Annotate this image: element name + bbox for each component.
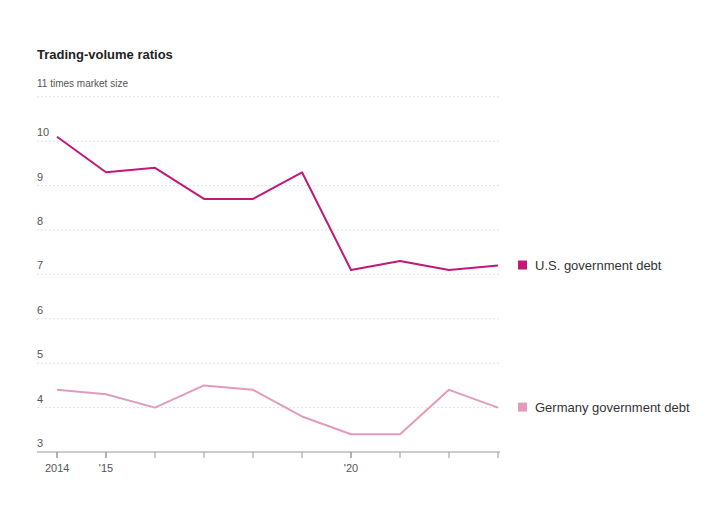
y-tick-label: 8 [37,215,43,227]
x-tick [498,452,499,458]
series-line [57,137,498,270]
y-tick-label: 11 times market size [37,78,128,89]
grid-line [37,274,500,275]
y-tick-label: 7 [37,259,43,271]
x-tick-label: '15 [99,462,113,474]
y-tick-label: 6 [37,304,43,316]
grid-line [37,185,500,186]
y-tick-label: 9 [37,171,43,183]
series-line [57,385,498,434]
x-tick [155,452,156,458]
x-tick [106,452,107,458]
legend-swatch [518,261,527,270]
grid-line [37,230,500,231]
y-tick-label: 10 [37,126,49,138]
x-tick-label: 2014 [45,462,69,474]
x-tick [302,452,303,458]
title: Trading-volume ratios [37,47,173,62]
legend-swatch [518,403,527,412]
x-tick [253,452,254,458]
x-tick [106,452,107,458]
grid-line [37,318,500,319]
grid-line [37,363,500,364]
grid-line [37,96,500,97]
x-tick [351,452,352,458]
x-tick-label: '20 [344,462,358,474]
x-tick [57,452,58,458]
legend-label: Germany government debt [535,400,690,415]
x-tick [400,452,401,458]
x-tick [449,452,450,458]
plot-area [57,137,498,434]
chart: Trading-volume ratios 3 4 5 6 7 8 9 10 11 times m… [0,0,727,520]
x-tick [204,452,205,458]
x-tick [351,452,352,458]
grid-line [37,141,500,142]
y-tick-label: 4 [37,393,43,405]
legend-label: U.S. government debt [535,258,662,273]
x-tick [57,452,58,458]
y-tick-label: 3 [37,437,43,449]
y-tick-label: 5 [37,348,43,360]
